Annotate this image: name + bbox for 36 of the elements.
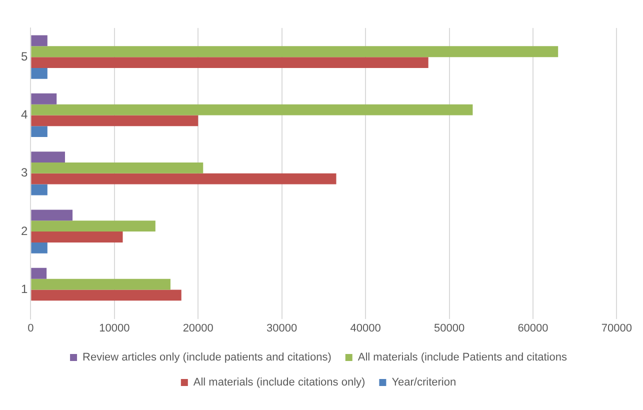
x-tick-label: 0 bbox=[28, 322, 34, 334]
bar bbox=[31, 220, 156, 232]
bar bbox=[31, 126, 48, 138]
bar bbox=[31, 268, 47, 279]
y-tick-label: 3 bbox=[20, 166, 28, 180]
y-tick-label: 1 bbox=[20, 282, 28, 296]
bar bbox=[31, 68, 48, 79]
legend-label: Review articles only (include patients and citations) bbox=[82, 352, 332, 364]
bar bbox=[31, 57, 428, 68]
bar bbox=[31, 162, 204, 174]
y-tick-label: 2 bbox=[20, 224, 28, 238]
x-tick-label: 20000 bbox=[182, 322, 214, 334]
bar bbox=[31, 93, 57, 104]
y-tick-label: 4 bbox=[20, 108, 28, 122]
legend-label: Year/criterion bbox=[392, 376, 456, 389]
bar bbox=[31, 278, 170, 290]
bar bbox=[31, 173, 336, 184]
bar bbox=[31, 210, 73, 221]
bar bbox=[31, 152, 65, 162]
x-tick-label: 30000 bbox=[266, 322, 298, 334]
x-tick-label: 40000 bbox=[350, 322, 381, 334]
x-tick-label: 70000 bbox=[601, 322, 632, 334]
x-tick-label: 50000 bbox=[434, 322, 465, 334]
x-tick-label: 10000 bbox=[99, 322, 130, 334]
bar bbox=[31, 115, 198, 126]
bar bbox=[31, 242, 48, 254]
bar bbox=[31, 46, 558, 58]
x-tick-label: 60000 bbox=[518, 322, 548, 334]
y-tick-label: 5 bbox=[20, 49, 28, 64]
legend-label: All materials (include Patients and citations bbox=[358, 352, 568, 364]
bar bbox=[31, 290, 182, 301]
bar bbox=[31, 232, 123, 242]
legend-label: All materials (include citations only) bbox=[193, 376, 366, 389]
bar bbox=[31, 35, 48, 46]
bar bbox=[31, 104, 473, 116]
bar bbox=[31, 184, 48, 196]
